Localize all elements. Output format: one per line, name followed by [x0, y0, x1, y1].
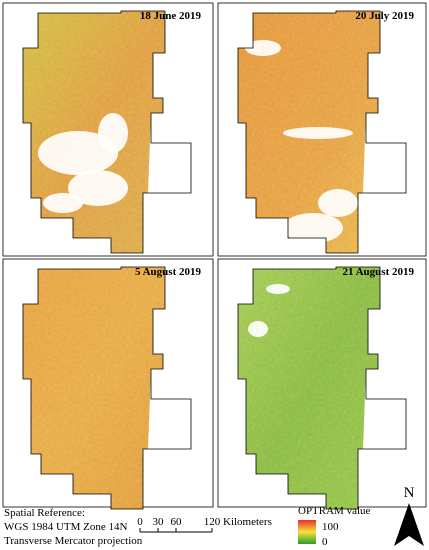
study-area-outline [22, 10, 192, 254]
map-panel: 18 June 2019 [2, 2, 214, 257]
north-label: N [404, 485, 415, 501]
scale-bar: 0 30 60 120 Kilometers [137, 516, 272, 533]
map-panel: 5 August 2019 [2, 258, 214, 510]
cloud-gap [283, 213, 343, 243]
cloud-gap [68, 170, 128, 206]
legend-min: 0 [322, 536, 328, 548]
map-panel: 21 August 2019 [217, 258, 427, 510]
cloud-gap [248, 321, 268, 337]
raster-texture [238, 267, 380, 507]
study-area-outline [237, 10, 407, 254]
panel-title: 21 August 2019 [342, 266, 414, 278]
map-panels: 18 June 2019 20 July 2019 5 August 2019 21 … [2, 2, 427, 510]
scale-label: 30 [153, 516, 165, 528]
panel-title: 20 July 2019 [355, 10, 414, 22]
cloud-gap [98, 113, 128, 153]
raster-texture [23, 267, 165, 507]
spatial-reference: WGS 1984 UTM Zone 14N [4, 521, 127, 533]
cloud-gap [318, 189, 358, 217]
spatial-reference: Transverse Mercator projection [4, 535, 143, 547]
spatial-reference: Spatial Reference: [4, 507, 85, 519]
cloud-gap [266, 284, 290, 294]
cloud-gap [245, 40, 281, 56]
map-panel: 20 July 2019 [217, 2, 427, 257]
cloud-gap [43, 193, 83, 213]
scale-label: 120 [204, 516, 221, 528]
legend-max: 100 [322, 521, 339, 533]
scale-label: 0 [137, 516, 143, 528]
cloud-gap [283, 127, 353, 139]
scale-unit: Kilometers [223, 516, 272, 528]
cloud-gap [38, 131, 118, 175]
raster-texture [23, 11, 165, 253]
study-area-outline [237, 266, 407, 510]
panel-title: 5 August 2019 [135, 266, 202, 278]
legend-title: OPTRAM value [298, 505, 371, 517]
north-arrow [394, 503, 424, 546]
study-area-outline [22, 266, 192, 510]
panel-title: 18 June 2019 [140, 10, 202, 22]
legend-ramp [298, 520, 316, 544]
scale-label: 60 [171, 516, 183, 528]
